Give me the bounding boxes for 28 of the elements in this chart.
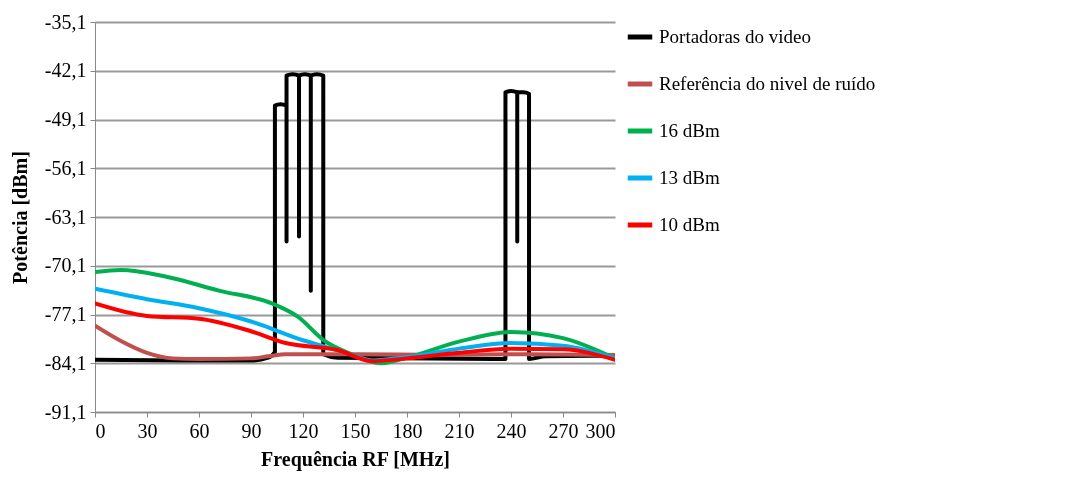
legend-label: Referência do nivel de ruído: [659, 73, 876, 94]
line-series: [95, 301, 615, 364]
y-tick-label: -63,1: [44, 205, 87, 228]
x-tick-label: 210: [444, 419, 475, 442]
x-tick-label: 240: [496, 419, 527, 442]
x-tick-label: 150: [340, 419, 371, 442]
legend-label: Portadoras do video: [659, 26, 811, 47]
x-tick-label: 60: [189, 419, 210, 442]
x-tick-label: 300: [585, 419, 616, 442]
x-tick-label: 30: [137, 419, 158, 442]
y-tick-label: -70,1: [44, 254, 87, 277]
x-tick-label: 0: [95, 419, 106, 442]
x-tick-label: 270: [548, 419, 579, 442]
y-tick-label: -77,1: [44, 303, 87, 325]
legend-label: 10 dBm: [659, 214, 720, 235]
y-tick-label: -91,1: [44, 400, 87, 423]
y-tick-label: -84,1: [44, 351, 87, 374]
legend-label: 16 dBm: [659, 120, 720, 141]
y-tick-label: -49,1: [44, 108, 87, 130]
x-tick-label: 90: [241, 419, 262, 442]
x-tick-label: 180: [392, 419, 423, 442]
x-tick-label: 120: [288, 419, 319, 442]
y-tick-label: -35,1: [44, 10, 87, 33]
legend-label: 13 dBm: [659, 167, 720, 188]
x-axis-title: Frequência RF [MHz]: [261, 447, 450, 471]
y-tick-label: -42,1: [44, 59, 87, 82]
y-axis-title: Potência [dBm]: [8, 151, 31, 284]
y-tick-label: -56,1: [44, 156, 87, 179]
